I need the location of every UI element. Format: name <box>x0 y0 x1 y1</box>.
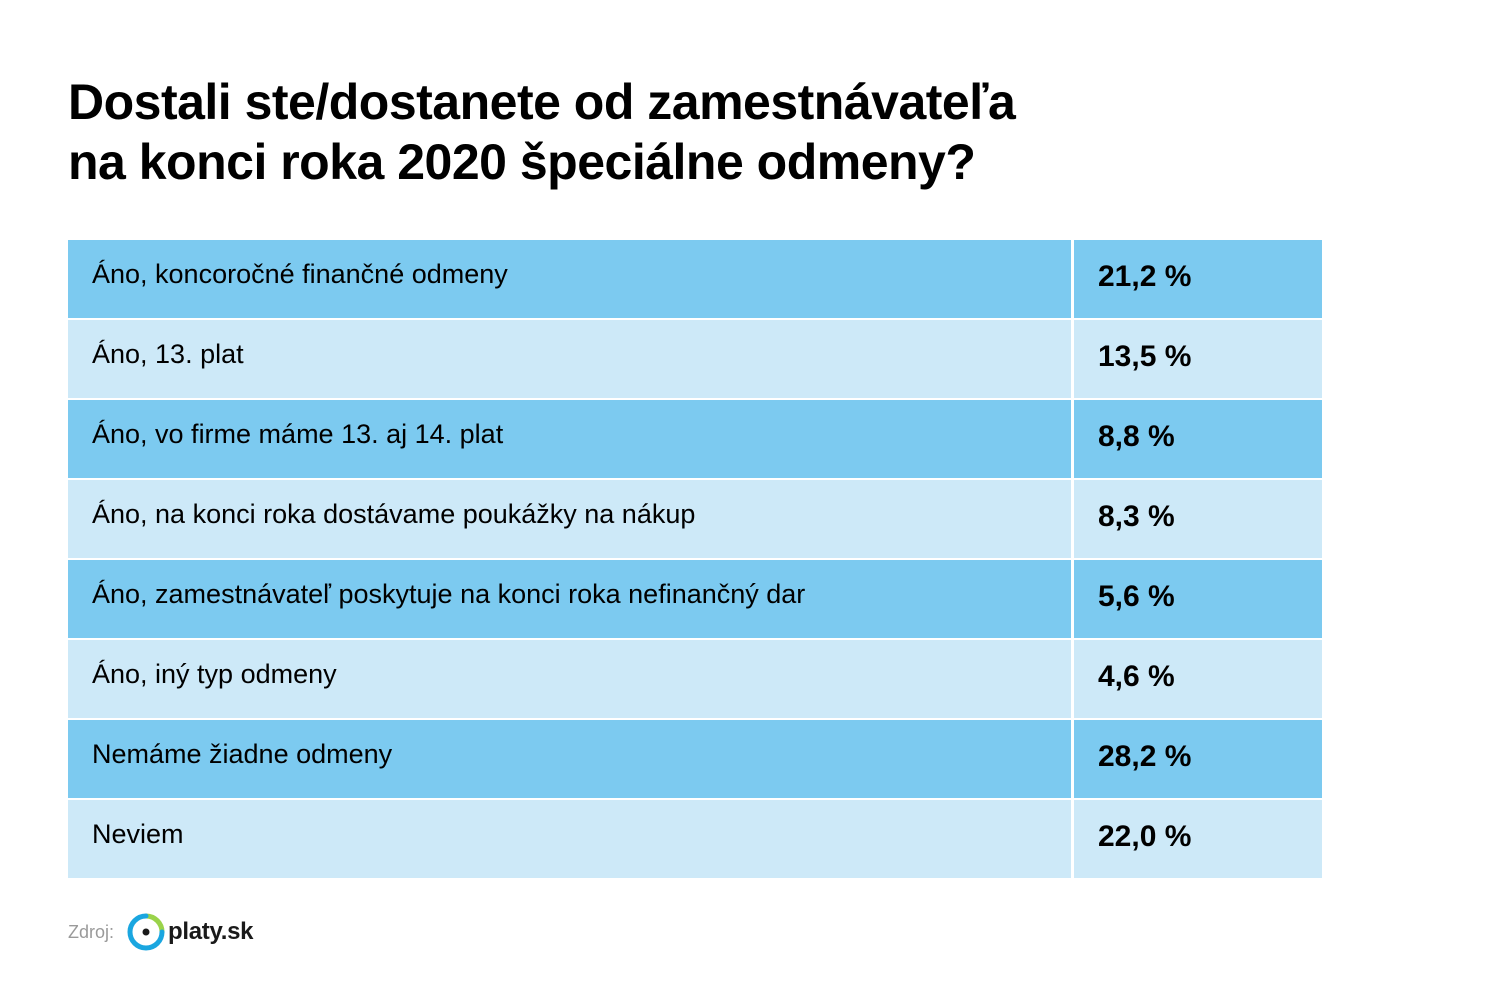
results-table: Áno, koncoročné finančné odmeny 21,2 % Áno… <box>68 240 1322 880</box>
table-row: Áno, zamestnávateľ poskytuje na konci ro… <box>68 560 1322 638</box>
row-value: 8,8 % <box>1074 400 1322 478</box>
row-value: 21,2 % <box>1074 240 1322 318</box>
row-label: Áno, iný typ odmeny <box>68 640 1071 718</box>
row-value: 13,5 % <box>1074 320 1322 398</box>
row-label: Nemáme žiadne odmeny <box>68 720 1071 798</box>
row-value: 4,6 % <box>1074 640 1322 718</box>
row-value: 5,6 % <box>1074 560 1322 638</box>
row-value: 28,2 % <box>1074 720 1322 798</box>
row-label: Áno, 13. plat <box>68 320 1071 398</box>
title-line-1: Dostali ste/dostanete od zamestnávateľa <box>68 74 1016 130</box>
row-label: Áno, zamestnávateľ poskytuje na konci ro… <box>68 560 1071 638</box>
table-row: Áno, na konci roka dostávame poukážky na… <box>68 480 1322 558</box>
row-value: 8,3 % <box>1074 480 1322 558</box>
table-row: Áno, iný typ odmeny 4,6 % <box>68 640 1322 718</box>
row-label: Áno, na konci roka dostávame poukážky na… <box>68 480 1071 558</box>
platy-logo-icon <box>127 913 165 951</box>
row-label: Áno, vo firme máme 13. aj 14. plat <box>68 400 1071 478</box>
chart-title: Dostali ste/dostanete od zamestnávateľa … <box>68 72 1368 192</box>
row-label: Áno, koncoročné finančné odmeny <box>68 240 1071 318</box>
platy-logo-text: platy.sk <box>168 918 254 945</box>
table-row: Neviem 22,0 % <box>68 800 1322 878</box>
table-row: Áno, vo firme máme 13. aj 14. plat 8,8 % <box>68 400 1322 478</box>
title-line-2: na konci roka 2020 špeciálne odmeny? <box>68 134 976 190</box>
table-row: Áno, 13. plat 13,5 % <box>68 320 1322 398</box>
table-row: Áno, koncoročné finančné odmeny 21,2 % <box>68 240 1322 318</box>
row-label: Neviem <box>68 800 1071 878</box>
table-row: Nemáme žiadne odmeny 28,2 % <box>68 720 1322 798</box>
row-value: 22,0 % <box>1074 800 1322 878</box>
source-label: Zdroj: <box>68 921 115 942</box>
source-credit: Zdroj: platy.sk <box>68 912 254 952</box>
